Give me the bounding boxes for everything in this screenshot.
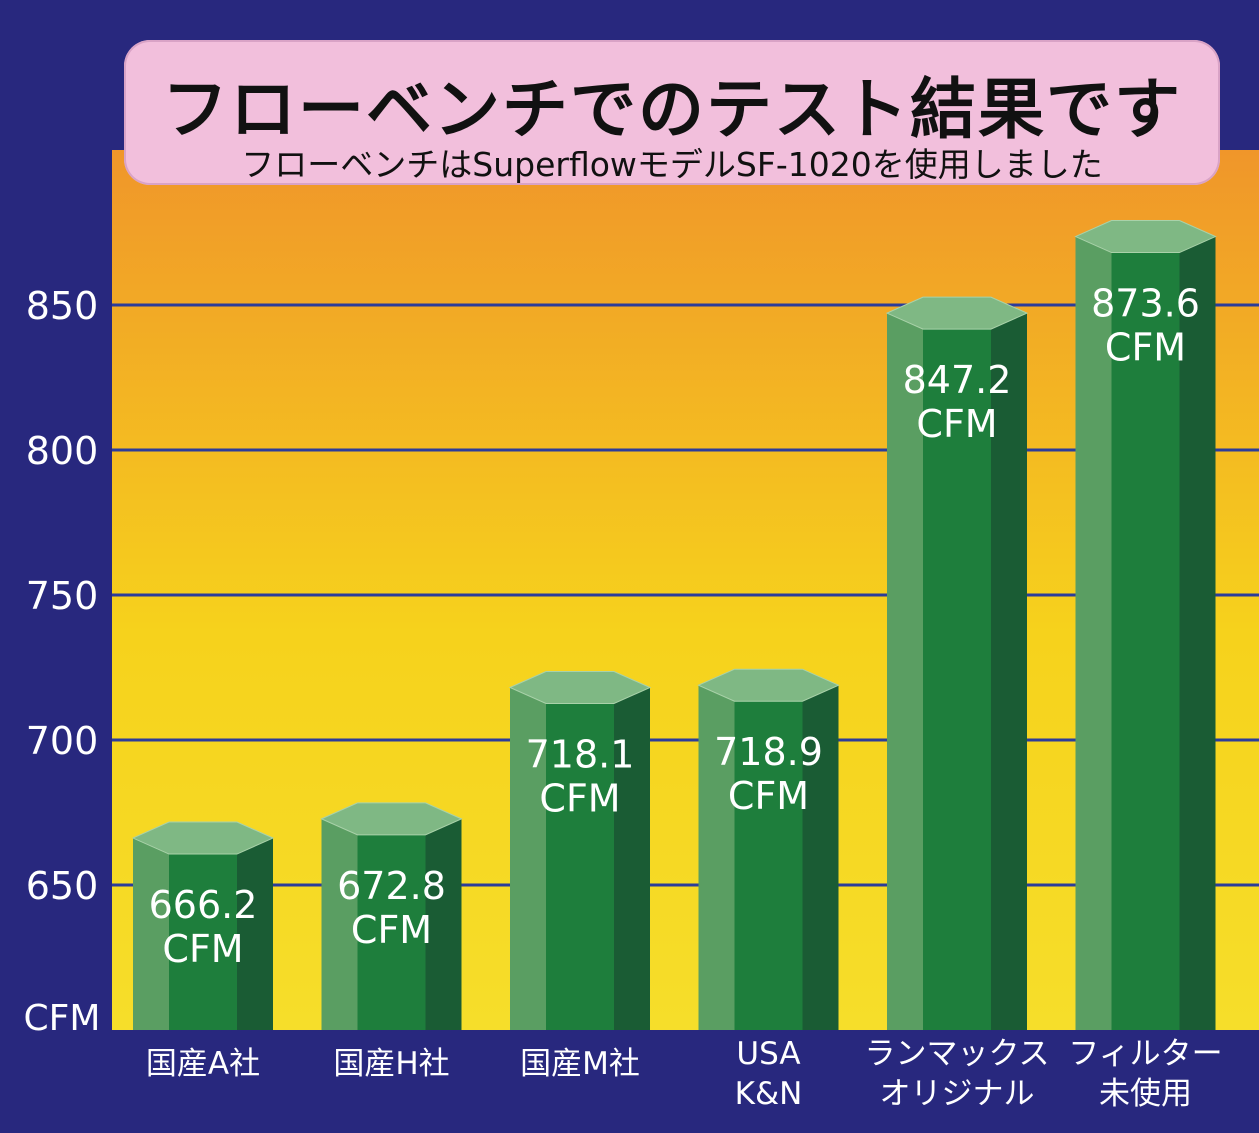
- category-label: オリジナル: [880, 1076, 1035, 1112]
- category-label: フィルター: [1068, 1036, 1222, 1072]
- bar-right-face: [802, 685, 839, 1030]
- bar: [508, 671, 652, 1030]
- bar-left-face: [887, 313, 923, 1030]
- bar-left-face: [510, 687, 546, 1030]
- category-label: USA: [736, 1036, 800, 1072]
- bar-left-face: [321, 818, 358, 1030]
- y-tick-label: 850: [26, 284, 99, 328]
- bar-left-face: [698, 685, 735, 1030]
- y-axis-label: CFM: [24, 998, 101, 1039]
- bar: [885, 296, 1029, 1030]
- data-label: CFM: [351, 908, 432, 952]
- chart-subtitle: フローベンチはSuperflowモデルSF-1020を使用しました: [241, 145, 1103, 184]
- y-tick-label: 650: [26, 864, 99, 908]
- category-label: K&N: [735, 1076, 803, 1112]
- category-label: 国産A社: [146, 1046, 260, 1082]
- bar-top-cap: [697, 668, 840, 702]
- bar-right-face: [237, 838, 273, 1030]
- bar-front-face: [357, 818, 426, 1030]
- bar-left-face: [133, 838, 169, 1030]
- bar-front-face: [169, 838, 237, 1030]
- bar-right-face: [991, 313, 1027, 1030]
- data-label: CFM: [539, 777, 620, 821]
- bar-front-face: [734, 685, 803, 1030]
- y-tick-label: 700: [26, 719, 99, 763]
- bar-top-cap: [885, 296, 1029, 330]
- category-label: 国産M社: [520, 1046, 640, 1082]
- data-label: CFM: [728, 774, 809, 818]
- category-label: 国産H社: [333, 1046, 449, 1082]
- bar: [320, 802, 463, 1030]
- gridlines: [112, 303, 1259, 887]
- data-label: CFM: [162, 927, 243, 971]
- bar: [697, 668, 840, 1030]
- bar-front-face: [546, 687, 614, 1030]
- bar: [1074, 220, 1217, 1030]
- labels: 650700750800850CFM666.2CFM国産A社672.8CFM国産…: [24, 282, 1223, 1112]
- y-tick-label: 800: [26, 429, 99, 473]
- bar-right-face: [614, 687, 650, 1030]
- bars: [131, 220, 1217, 1030]
- y-tick-label: 750: [26, 574, 99, 618]
- data-label: 847.2: [903, 358, 1012, 402]
- chart-title: フローベンチでのテスト結果です: [162, 71, 1182, 148]
- title-box: フローベンチでのテスト結果です フローベンチはSuperflowモデルSF-10…: [124, 40, 1220, 185]
- data-label: CFM: [916, 402, 997, 446]
- bar-left-face: [1075, 236, 1112, 1030]
- category-label: 未使用: [1099, 1076, 1192, 1112]
- data-label: 718.9: [714, 730, 823, 774]
- bar-right-face: [1179, 236, 1216, 1030]
- bar: [131, 821, 275, 1030]
- data-label: 873.6: [1091, 282, 1200, 326]
- plot-area: [112, 150, 1259, 1030]
- category-label: ランマックス: [864, 1036, 1049, 1072]
- bar-right-face: [425, 818, 462, 1030]
- bar-front-face: [923, 313, 991, 1030]
- bar-top-cap: [320, 802, 463, 836]
- data-label: CFM: [1105, 326, 1186, 370]
- data-label: 718.1: [526, 733, 635, 777]
- data-label: 672.8: [337, 864, 446, 908]
- bar-top-cap: [1074, 220, 1217, 254]
- bar-top-cap: [508, 671, 652, 705]
- data-label: 666.2: [149, 883, 258, 927]
- bar-front-face: [1111, 236, 1180, 1030]
- bar-top-cap: [131, 821, 275, 855]
